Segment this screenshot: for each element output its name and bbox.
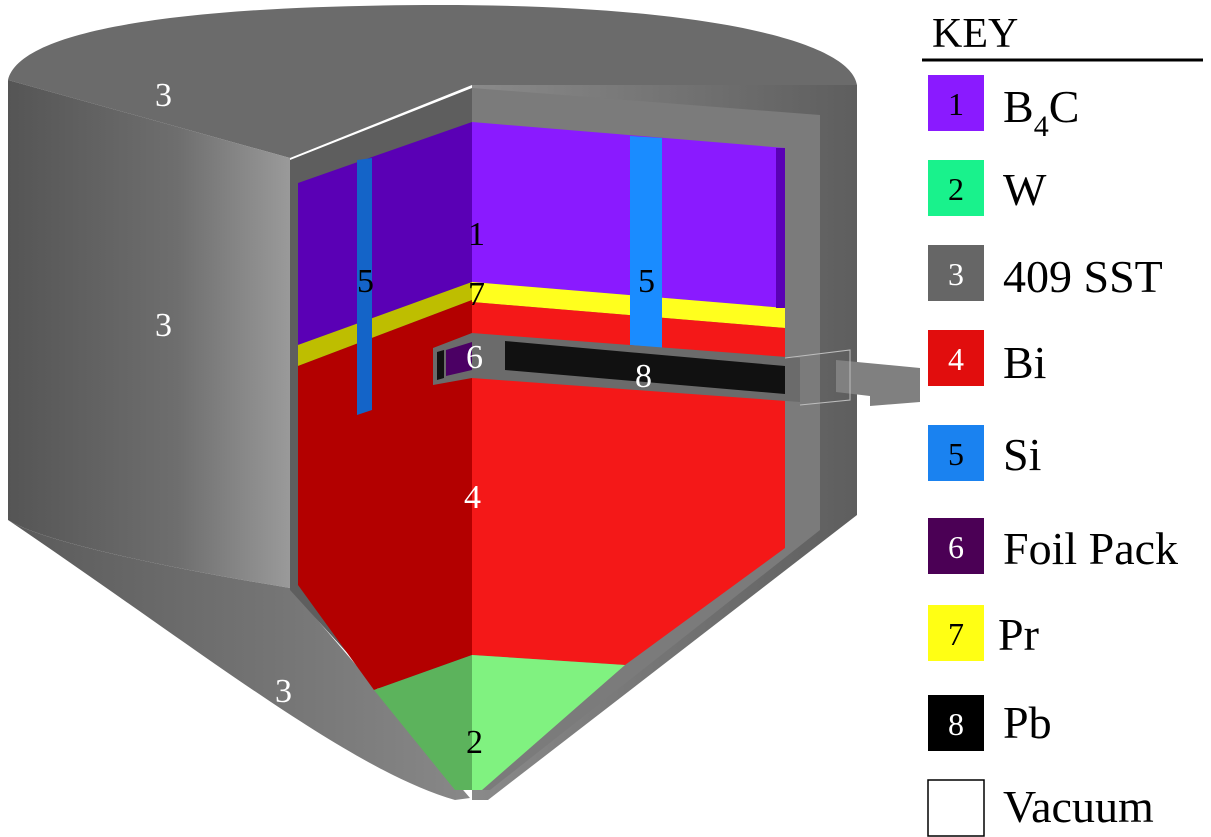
key-swatch	[928, 330, 984, 386]
extension-outline	[784, 349, 851, 406]
key-swatch-number: 8	[948, 706, 964, 742]
key-swatch-number: 1	[948, 86, 964, 122]
w-left	[374, 655, 472, 790]
extension-stub	[836, 360, 920, 406]
key-swatch-number: 6	[948, 529, 964, 565]
key-item-1: 1 B4C	[928, 75, 1079, 143]
label-pr-7: 7	[468, 276, 485, 313]
label-bi-4: 4	[464, 479, 481, 516]
label-pb-8: 8	[635, 358, 652, 395]
key-item-5: 5 Si	[928, 425, 1041, 481]
key-swatch	[928, 605, 984, 661]
key-item-vacuum: Vacuum	[927, 779, 1154, 837]
right-cut-face	[472, 122, 785, 790]
key-swatch	[928, 518, 984, 574]
steel-top-lid	[8, 5, 857, 158]
key-swatch-number: 7	[948, 616, 964, 652]
key-label: Vacuum	[1003, 781, 1154, 832]
key-item-3: 3 409 SST	[928, 245, 1163, 302]
key-swatch	[927, 779, 985, 837]
pb-bar	[505, 341, 785, 394]
b4c-left	[298, 122, 472, 345]
key-swatch	[928, 695, 984, 751]
label-bottom-3: 3	[275, 673, 292, 710]
key-swatch-number: 5	[948, 436, 964, 472]
key-item-4: 4 Bi	[928, 330, 1046, 388]
foil-pack	[446, 342, 472, 376]
key-swatch	[928, 75, 984, 131]
steel-cylinder-left	[8, 80, 290, 588]
pr-left	[298, 282, 472, 366]
key-item-7: 7 Pr	[928, 605, 1039, 661]
pr-right	[472, 282, 785, 328]
key-swatch	[928, 245, 984, 301]
key-swatch-number: 4	[948, 341, 964, 377]
label-si-right-5: 5	[638, 263, 655, 300]
w-right	[472, 655, 625, 790]
label-top-3: 3	[155, 77, 172, 114]
key-label: Si	[1003, 429, 1041, 480]
key-label: Bi	[1003, 337, 1046, 388]
label-left-3: 3	[155, 307, 172, 344]
region-labels: 3 3 3 1 7 5 5 6 8 4 2	[155, 77, 655, 761]
key-swatch	[928, 160, 984, 216]
label-w-2: 2	[466, 724, 483, 761]
label-si-left-5: 5	[357, 263, 374, 300]
key-swatch-number: 3	[948, 256, 964, 292]
si-left	[357, 158, 372, 415]
left-cut-face	[298, 122, 472, 790]
key-label: W	[1003, 164, 1047, 215]
steel-cone-left	[8, 520, 470, 800]
key-item-8: 8 Pb	[928, 695, 1052, 751]
key-label: Pr	[998, 609, 1039, 660]
key-item-6: 6 Foil Pack	[928, 518, 1178, 574]
label-foil-6: 6	[466, 339, 483, 376]
pb-end-left	[437, 350, 444, 380]
key-label: 409 SST	[1003, 251, 1163, 302]
pb-channel	[433, 333, 920, 406]
key-swatch-number: 2	[948, 171, 964, 207]
key-swatch	[928, 425, 984, 481]
b4c-right	[472, 122, 785, 308]
key-label: Pb	[1003, 697, 1052, 748]
label-b4c-1: 1	[468, 216, 485, 253]
key-label: Foil Pack	[1003, 523, 1178, 574]
key-label: B4C	[1003, 81, 1079, 143]
b4c-edge-right	[776, 148, 785, 308]
bi-left	[298, 300, 472, 690]
si-right	[630, 136, 662, 348]
key-title: KEY	[932, 11, 1018, 57]
